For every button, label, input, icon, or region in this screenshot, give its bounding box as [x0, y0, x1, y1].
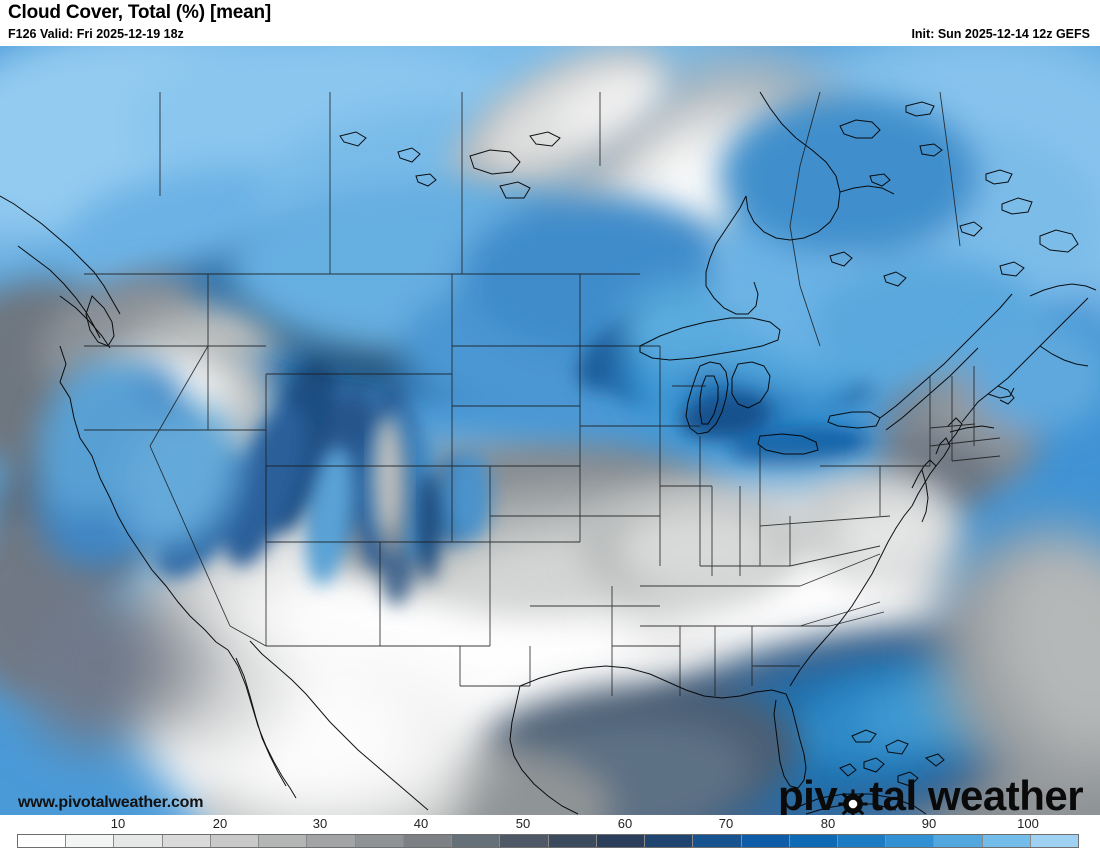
- colorbar-tick-label: 40: [413, 816, 429, 831]
- model-init-label: Init: Sun 2025-12-14 12z GEFS: [911, 27, 1090, 41]
- geographic-boundaries: [0, 91, 1097, 815]
- colorbar-tick-label: 80: [820, 816, 836, 831]
- logo-text-part1: piv: [778, 772, 838, 815]
- colorbar-swatch: [934, 835, 983, 847]
- colorbar-swatch: [500, 835, 549, 847]
- colorbar-tick-label: 20: [212, 816, 228, 831]
- colorbar-swatch: [741, 835, 790, 847]
- colorbar-swatch: [403, 835, 453, 847]
- header-bar: Cloud Cover, Total (%) [mean] F126 Valid…: [0, 0, 1100, 46]
- colorbar-swatch: [886, 835, 935, 847]
- colorbar-swatch: [548, 835, 597, 847]
- valid-time-label: F126 Valid: Fri 2025-12-19 18z: [8, 27, 184, 41]
- state-boundaries: [84, 91, 1001, 696]
- colorbar-tick-labels: 10 20 30 40 50 60 70 80 90 100: [0, 815, 1100, 833]
- colorbar-swatch: [982, 835, 1031, 847]
- colorbar-tick-label: 70: [718, 816, 734, 831]
- colorbar-swatch: [789, 835, 838, 847]
- colorbar-swatch: [355, 835, 404, 847]
- colorbar-tick-label: 90: [921, 816, 937, 831]
- colorbar-tick-label: 60: [617, 816, 633, 831]
- colorbar-swatch: [1030, 835, 1079, 847]
- colorbar-gradient: [17, 834, 1079, 848]
- colorbar-swatch: [307, 835, 356, 847]
- colorbar-swatch: [162, 835, 211, 847]
- colorbar-swatch: [66, 835, 115, 847]
- colorbar-swatch: [596, 835, 646, 847]
- colorbar-swatch: [259, 835, 308, 847]
- colorbar-tick-label: 50: [515, 816, 531, 831]
- map-canvas[interactable]: www.pivotalweather.com piv: [0, 46, 1100, 815]
- pivotal-weather-logo: piv: [778, 772, 1084, 815]
- colorbar-swatch: [645, 835, 694, 847]
- logo-text-part2: tal weather: [869, 772, 1084, 815]
- cloud-cover-field: [0, 46, 1100, 815]
- colorbar-tick-label: 30: [312, 816, 328, 831]
- colorbar-swatch: [114, 835, 163, 847]
- colorbar-swatch: [18, 835, 67, 847]
- colorbar-tick-label: 10: [110, 816, 126, 831]
- colorbar-swatch: [210, 835, 260, 847]
- colorbar-tick-label: 100: [1017, 816, 1039, 831]
- page-title: Cloud Cover, Total (%) [mean]: [8, 2, 272, 23]
- colorbar-swatch: [837, 835, 887, 847]
- site-url-watermark: www.pivotalweather.com: [18, 794, 204, 811]
- colorbar: 10 20 30 40 50 60 70 80 90 100: [0, 815, 1100, 850]
- colorbar-swatch: [693, 835, 742, 847]
- sun-gear-icon: [838, 781, 868, 815]
- colorbar-swatch: [452, 835, 501, 847]
